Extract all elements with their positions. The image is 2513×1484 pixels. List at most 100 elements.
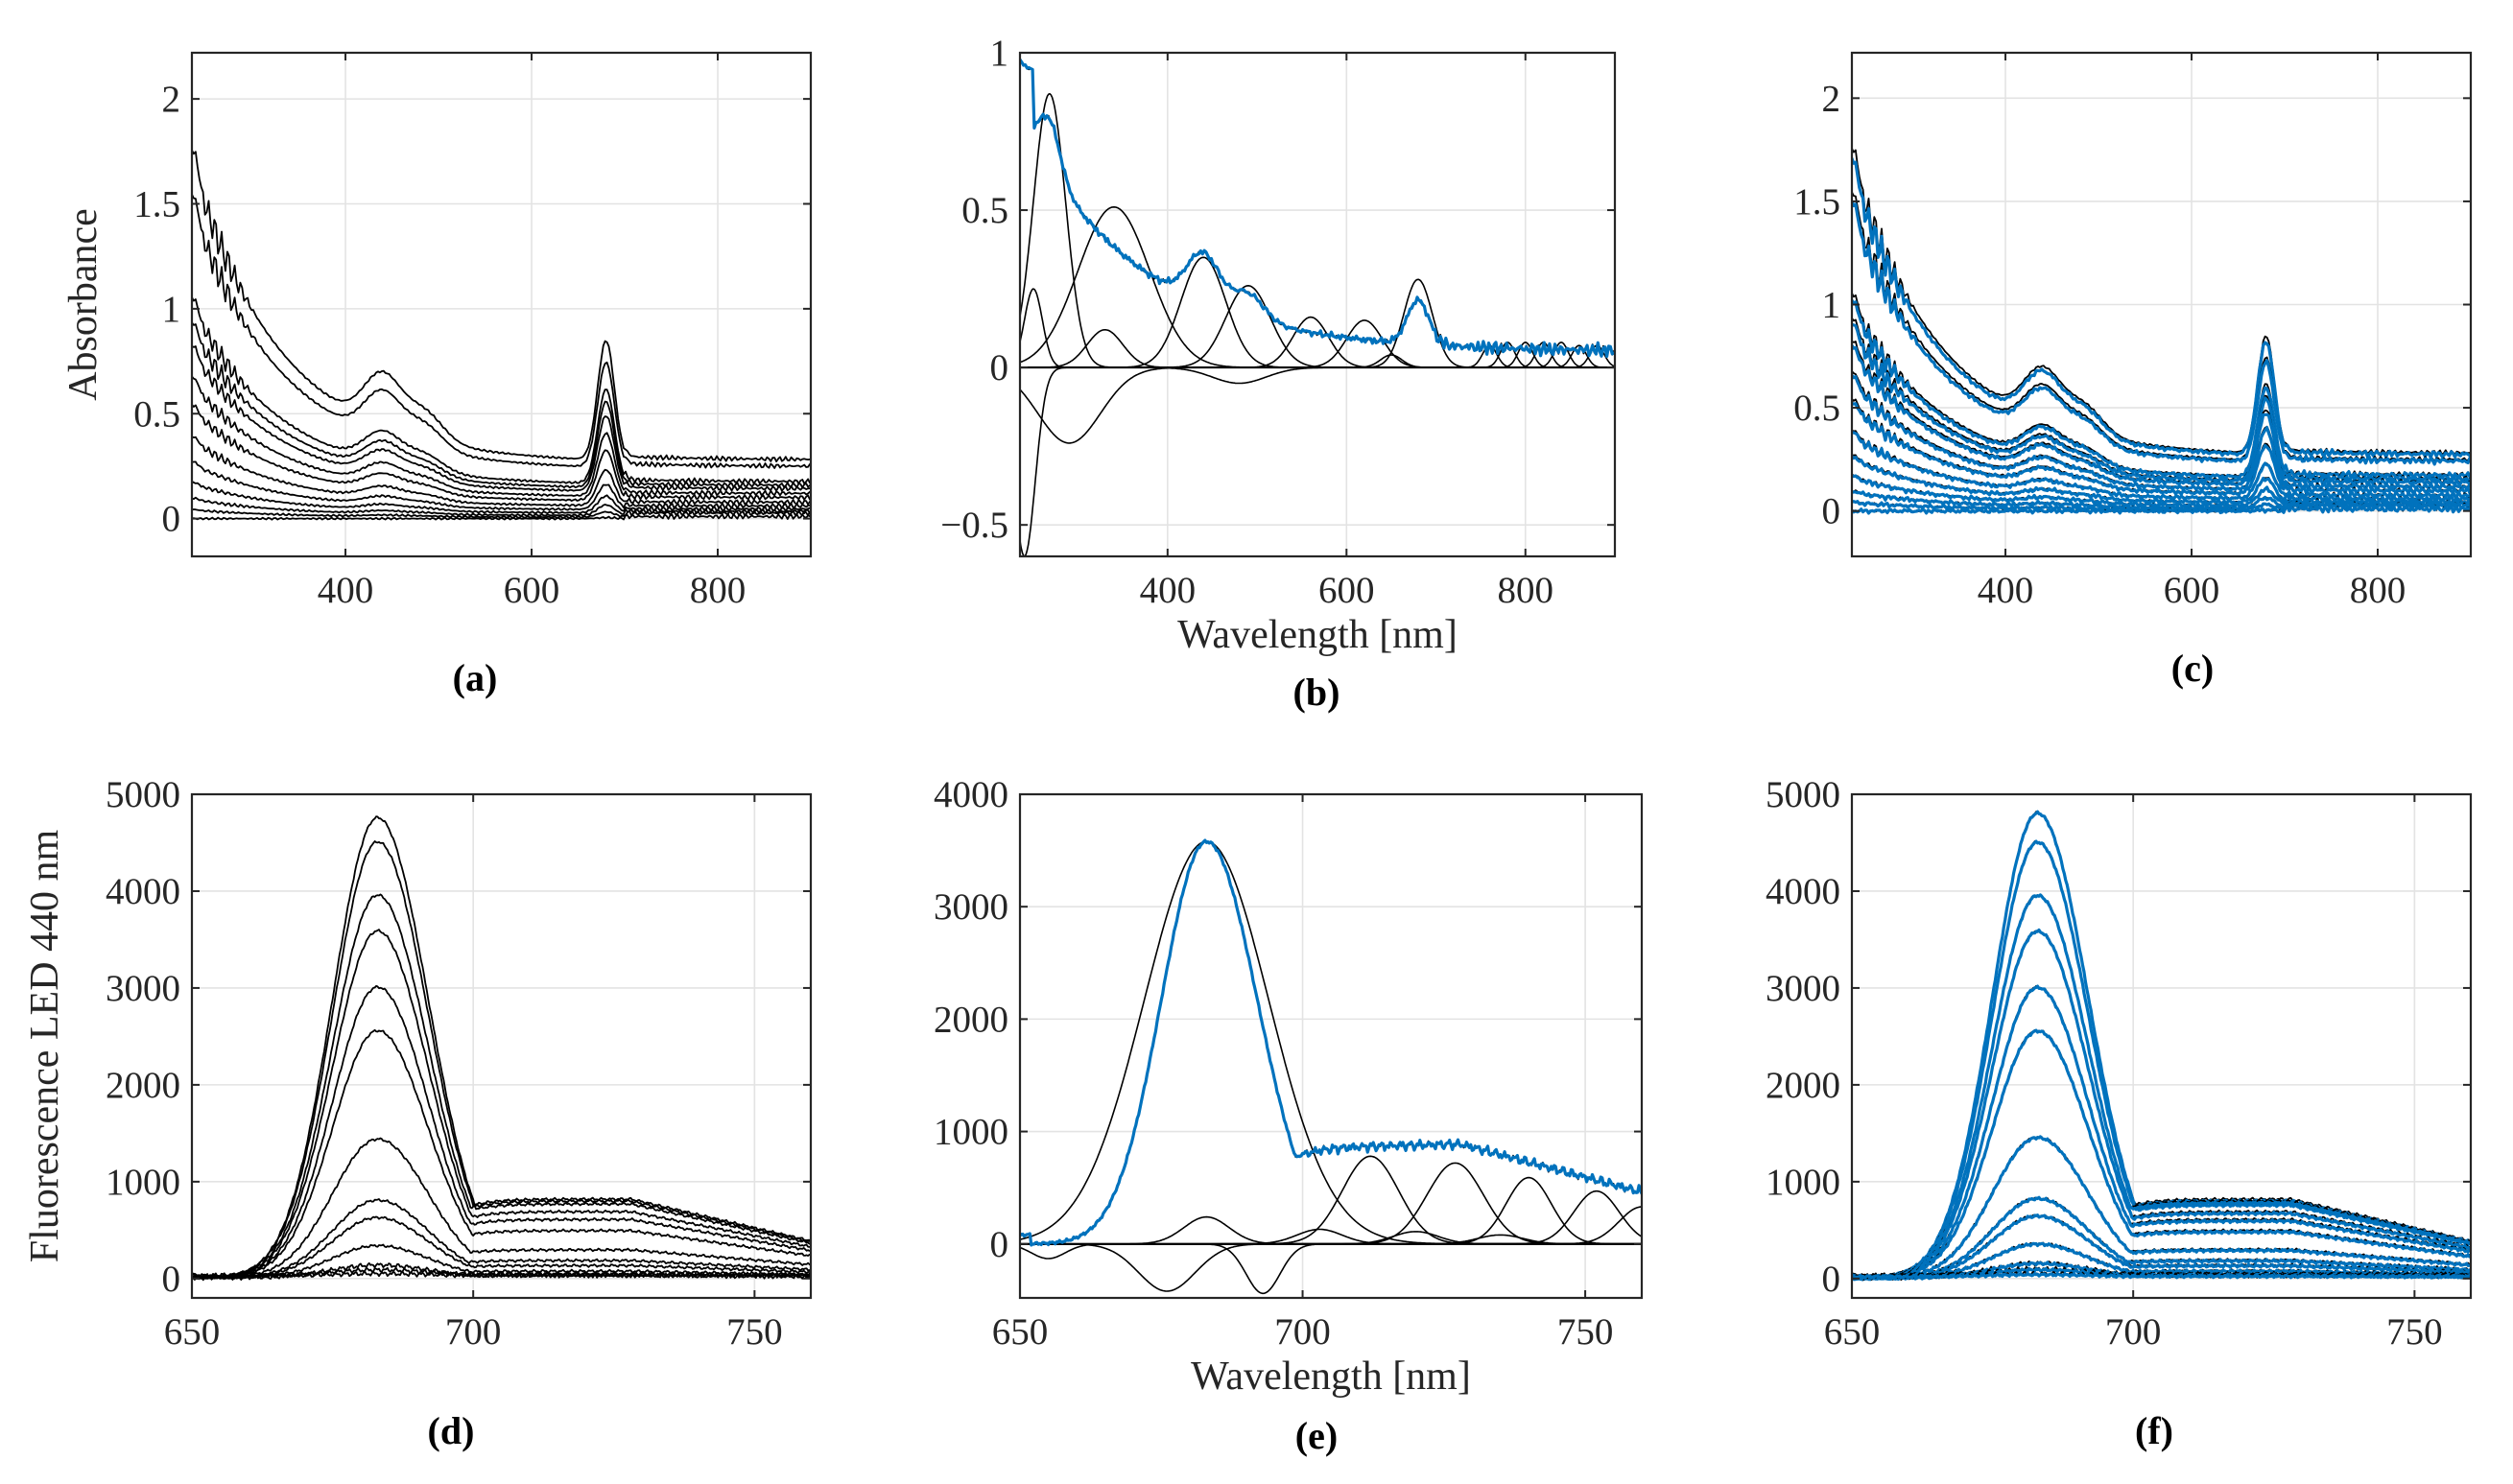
fitted-spectrum-line bbox=[1852, 1135, 2471, 1282]
curves-group bbox=[1852, 147, 2471, 515]
measured-spectrum-line bbox=[192, 149, 811, 462]
measured-spectrum-line bbox=[192, 840, 811, 1280]
y-tick-label: 1 bbox=[990, 33, 1009, 74]
y-tick-label: 1.5 bbox=[133, 184, 180, 225]
y-axis-label: Absorbance bbox=[61, 208, 106, 401]
measured-spectrum-line bbox=[192, 1198, 811, 1280]
fitted-spectrum-line bbox=[1020, 838, 1642, 1247]
x-tick-label: 600 bbox=[1318, 570, 1375, 611]
fitted-spectrum-line bbox=[1852, 893, 2471, 1282]
y-tick-label: 2000 bbox=[1766, 1065, 1840, 1106]
y-tick-label: 2000 bbox=[106, 1065, 180, 1106]
x-tick-label: 600 bbox=[504, 570, 560, 611]
measured-spectrum-line bbox=[192, 296, 811, 485]
fitted-spectrum-line bbox=[1852, 1028, 2471, 1282]
curves-group bbox=[1020, 838, 1642, 1295]
x-tick-label: 800 bbox=[690, 570, 747, 611]
panel-c-absorbance-fit: 400 600 800 0 0.5 1 1.5 2 (c) bbox=[1793, 51, 2473, 690]
y-tick-label: 0 bbox=[162, 1259, 181, 1300]
fitted-spectrum-line bbox=[1852, 431, 2471, 502]
y-tick-label: 2000 bbox=[934, 999, 1008, 1040]
panel-label: (e) bbox=[1295, 1414, 1338, 1457]
component-curve bbox=[1020, 1162, 1642, 1245]
fitted-spectrum-line bbox=[1852, 401, 2471, 497]
fitted-spectrum-line bbox=[1852, 928, 2471, 1282]
measured-spectrum-line bbox=[192, 375, 811, 497]
y-tick-label: 3000 bbox=[934, 886, 1008, 928]
measured-spectrum-line bbox=[192, 1028, 811, 1280]
y-tick-label: 0.5 bbox=[961, 190, 1008, 231]
x-tick-label: 700 bbox=[1274, 1311, 1331, 1353]
fitted-spectrum-line bbox=[1020, 58, 1615, 359]
x-tick-label: 750 bbox=[726, 1311, 783, 1353]
fitted-spectrum-line bbox=[1852, 373, 2471, 493]
x-tick-label: 800 bbox=[2350, 570, 2406, 611]
panel-label: (c) bbox=[2171, 647, 2214, 690]
fitted-spectrum-line bbox=[1852, 504, 2471, 515]
y-tick-label: 0 bbox=[1822, 1259, 1841, 1300]
component-curve bbox=[1020, 1243, 1642, 1292]
fitted-spectrum-line bbox=[1852, 156, 2471, 459]
y-tick-label: −0.5 bbox=[940, 505, 1008, 546]
measured-spectrum-line bbox=[192, 436, 811, 507]
measured-spectrum-line bbox=[192, 1215, 811, 1281]
measured-spectrum-line bbox=[192, 403, 811, 502]
x-tick-label: 700 bbox=[2105, 1311, 2162, 1353]
plot-frame bbox=[1018, 51, 1617, 558]
x-tick-label: 400 bbox=[1140, 570, 1197, 611]
panel-label: (f) bbox=[2135, 1409, 2173, 1452]
y-tick-label: 0 bbox=[990, 347, 1009, 389]
y-tick-label: 1000 bbox=[934, 1112, 1008, 1153]
y-tick-label: 1.5 bbox=[1793, 181, 1840, 223]
x-axis-label: Wavelength [nm] bbox=[1191, 1354, 1471, 1399]
y-tick-label: 0.5 bbox=[1793, 388, 1840, 429]
y-tick-label: 1000 bbox=[106, 1162, 180, 1203]
component-curve bbox=[1020, 1234, 1642, 1245]
x-tick-label: 400 bbox=[318, 570, 374, 611]
curves-group bbox=[192, 815, 811, 1282]
y-tick-label: 4000 bbox=[106, 871, 180, 912]
measured-spectrum-line bbox=[192, 929, 811, 1280]
measured-spectrum-line bbox=[192, 815, 811, 1280]
x-axis-label: Wavelength [nm] bbox=[1177, 613, 1458, 657]
y-tick-label: 0 bbox=[1822, 491, 1841, 532]
fitted-spectrum-line bbox=[1852, 298, 2471, 481]
y-tick-label: 0 bbox=[990, 1224, 1009, 1265]
y-tick-label: 3000 bbox=[106, 968, 180, 1009]
x-tick-label: 700 bbox=[445, 1311, 502, 1353]
fitted-spectrum-line bbox=[1852, 1213, 2471, 1282]
measured-spectrum-line bbox=[192, 1137, 811, 1281]
measured-spectrum-line bbox=[1020, 840, 1642, 1245]
panel-d-fluorescence: 650 700 750 0 1000 2000 3000 4000 5000 Fluorescen… bbox=[23, 774, 813, 1452]
panel-label: (a) bbox=[453, 656, 498, 699]
x-tick-label: 800 bbox=[1498, 570, 1554, 611]
y-axis-label: Fluorescence LED 440 nm bbox=[23, 829, 67, 1262]
fitted-spectrum-line bbox=[1852, 810, 2471, 1281]
fitted-spectrum-line bbox=[1852, 1271, 2471, 1280]
x-tick-label: 400 bbox=[1978, 570, 2034, 611]
y-tick-label: 1000 bbox=[1766, 1162, 1840, 1203]
y-tick-label: 3000 bbox=[1766, 968, 1840, 1009]
plot-frame bbox=[1850, 792, 2473, 1300]
x-tick-label: 600 bbox=[2164, 570, 2220, 611]
panel-f-fluorescence-fit: 650 700 750 0 1000 2000 3000 4000 5000 (f) bbox=[1766, 774, 2473, 1452]
fitted-spectrum-line bbox=[1852, 200, 2471, 466]
panel-label: (b) bbox=[1293, 671, 1340, 714]
x-tick-label: 650 bbox=[1824, 1311, 1881, 1353]
measured-spectrum-line bbox=[192, 193, 811, 469]
plot-frame bbox=[1018, 792, 1644, 1300]
y-tick-label: 2 bbox=[1822, 78, 1841, 119]
panel-label: (d) bbox=[428, 1409, 475, 1452]
measured-spectrum-line bbox=[192, 985, 811, 1280]
y-tick-label: 0 bbox=[162, 499, 181, 540]
measured-spectrum-line bbox=[192, 321, 811, 489]
x-tick-label: 750 bbox=[2386, 1311, 2443, 1353]
y-tick-label: 1 bbox=[162, 289, 181, 330]
measured-spectrum-line bbox=[192, 893, 811, 1280]
measured-spectrum-line bbox=[192, 513, 811, 521]
y-tick-label: 4000 bbox=[934, 774, 1008, 815]
component-curve bbox=[1020, 840, 1642, 1245]
y-tick-label: 2 bbox=[162, 79, 181, 120]
x-tick-label: 650 bbox=[992, 1311, 1049, 1353]
